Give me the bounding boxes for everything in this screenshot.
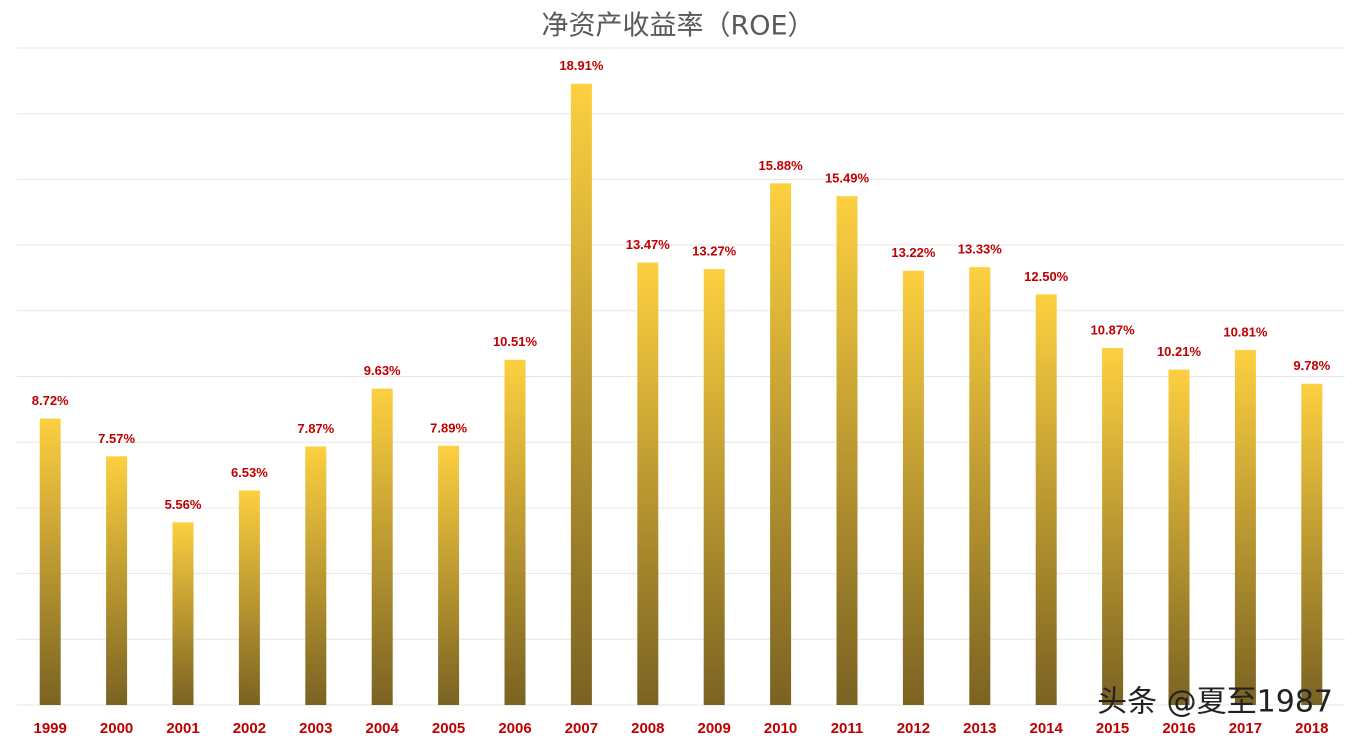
x-tick-label: 2016 xyxy=(1162,720,1195,737)
x-tick-label: 2010 xyxy=(764,720,797,737)
data-label: 6.53% xyxy=(231,465,268,480)
data-label: 7.89% xyxy=(430,420,467,435)
bar xyxy=(703,269,725,705)
x-tick-label: 2018 xyxy=(1295,720,1328,737)
x-tick-label: 2005 xyxy=(432,720,465,737)
data-label: 7.87% xyxy=(297,421,334,436)
x-tick-label: 2012 xyxy=(897,720,930,737)
x-tick-label: 2001 xyxy=(166,720,199,737)
bar xyxy=(570,83,592,705)
x-tick-label: 2006 xyxy=(498,720,531,737)
bar xyxy=(371,388,393,705)
data-label: 13.22% xyxy=(891,245,936,260)
data-label: 5.56% xyxy=(165,497,202,512)
bar xyxy=(504,359,526,705)
bar xyxy=(969,267,991,705)
data-label: 15.88% xyxy=(759,158,804,173)
data-label: 13.33% xyxy=(958,242,1003,257)
bar xyxy=(238,490,260,705)
data-label: 9.63% xyxy=(364,363,401,378)
x-tick-label: 2009 xyxy=(698,720,731,737)
bar xyxy=(637,262,659,705)
x-tick-label: 2017 xyxy=(1229,720,1262,737)
bar xyxy=(305,446,327,705)
bar xyxy=(39,418,61,705)
watermark: 头条 @夏至1987 xyxy=(1097,685,1333,720)
chart-title: 净资产收益率（ROE） xyxy=(541,11,814,42)
x-tick-label: 2007 xyxy=(565,720,598,737)
x-tick-label: 1999 xyxy=(34,720,67,737)
data-label: 13.27% xyxy=(692,244,737,259)
data-label: 10.87% xyxy=(1091,322,1136,337)
data-label: 18.91% xyxy=(559,58,604,73)
x-tick-label: 2004 xyxy=(366,720,400,737)
data-label: 12.50% xyxy=(1024,269,1069,284)
data-label: 10.21% xyxy=(1157,344,1202,359)
x-tick-label: 2008 xyxy=(631,720,664,737)
bar xyxy=(902,270,924,705)
bar xyxy=(770,183,792,706)
x-tick-label: 2011 xyxy=(831,720,864,737)
data-label: 13.47% xyxy=(626,237,671,252)
bar xyxy=(1168,369,1190,705)
x-tick-label: 2014 xyxy=(1030,720,1064,737)
bar xyxy=(1301,383,1323,705)
data-label: 9.78% xyxy=(1293,358,1330,373)
bar xyxy=(1102,347,1124,705)
data-label: 10.81% xyxy=(1223,324,1268,339)
x-tick-label: 2003 xyxy=(299,720,332,737)
bar xyxy=(172,522,194,705)
bar xyxy=(1234,349,1256,705)
bar xyxy=(438,445,460,705)
data-label: 8.72% xyxy=(32,393,69,408)
x-tick-label: 2015 xyxy=(1096,720,1129,737)
data-label: 10.51% xyxy=(493,334,538,349)
bar xyxy=(106,456,128,705)
data-label: 7.57% xyxy=(98,431,135,446)
bar xyxy=(1035,294,1057,705)
x-tick-label: 2000 xyxy=(100,720,133,737)
x-tick-label: 2013 xyxy=(963,720,996,737)
x-tick-label: 2002 xyxy=(233,720,266,737)
data-label: 15.49% xyxy=(825,171,870,186)
bar xyxy=(836,196,858,705)
